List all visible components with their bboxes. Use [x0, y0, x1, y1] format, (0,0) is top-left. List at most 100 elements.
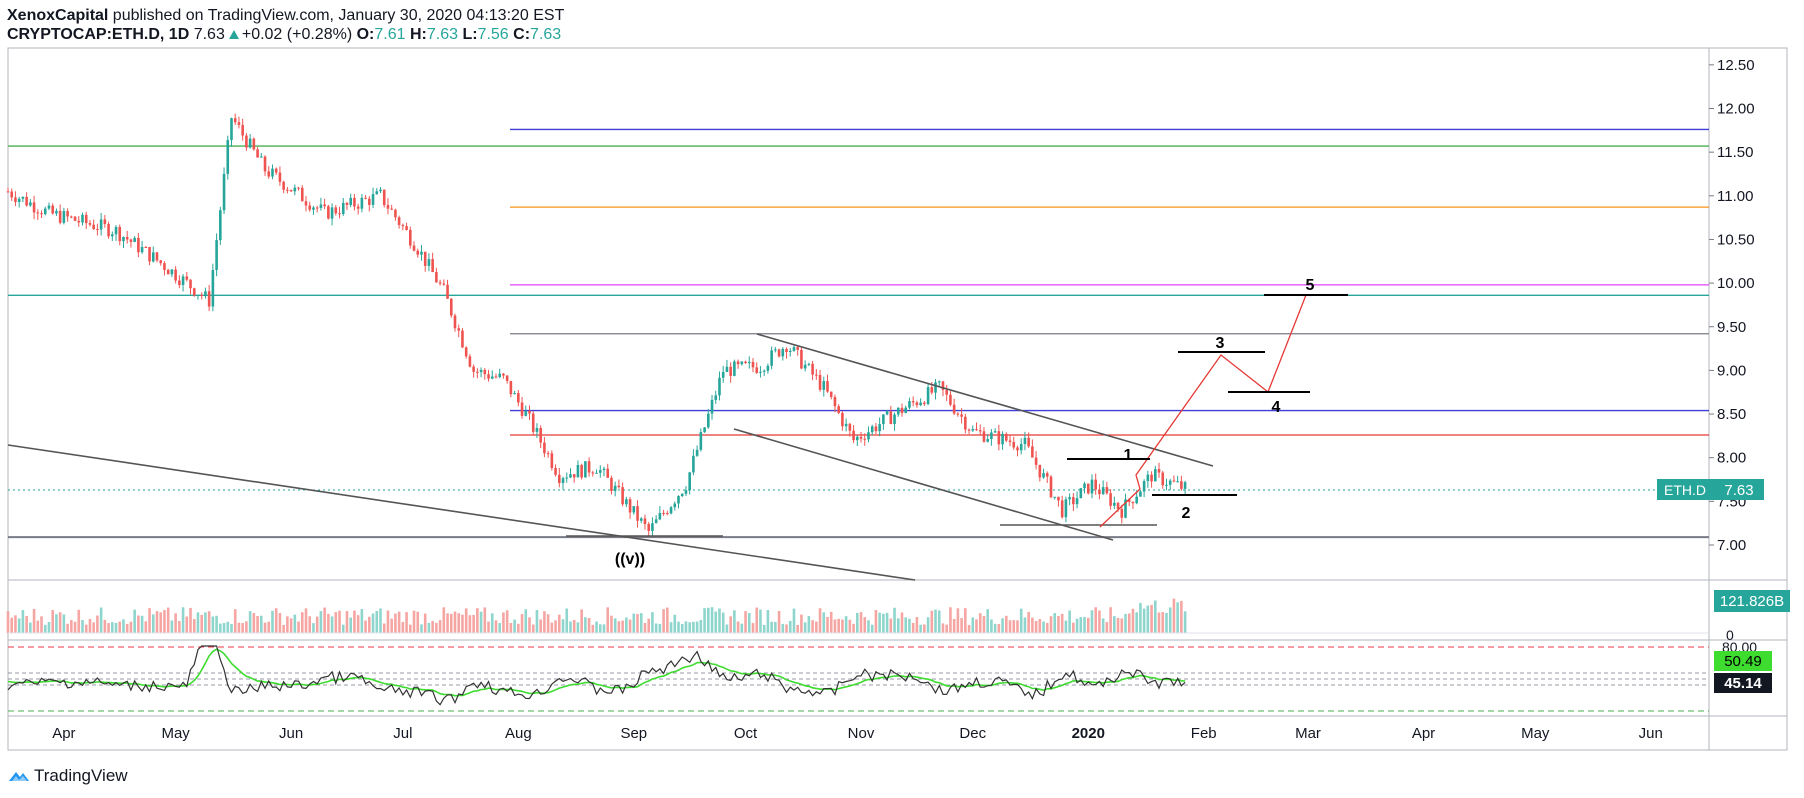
volume-bar — [457, 613, 461, 633]
volume-bar — [1012, 620, 1016, 633]
candle-body — [788, 350, 792, 353]
volume-bar — [111, 622, 114, 633]
volume-bar — [908, 618, 911, 633]
candle-body — [841, 412, 844, 427]
candle-body — [941, 381, 945, 390]
candle-body — [472, 366, 475, 372]
candle-body — [643, 518, 647, 525]
candle-body — [21, 196, 25, 199]
x-tick-label: Nov — [848, 725, 875, 742]
volume-bar — [1057, 615, 1060, 633]
candle-body — [151, 252, 155, 262]
candle-body — [196, 294, 200, 296]
low-label: L: — [462, 26, 478, 43]
volume-bar — [703, 608, 706, 633]
volume-bar — [237, 622, 241, 633]
candle-body — [233, 118, 237, 123]
volume-bar — [863, 617, 867, 633]
volume-bar — [755, 607, 759, 633]
y-tick-label: 9.50 — [1717, 319, 1746, 336]
candle-body — [96, 229, 99, 231]
wave-label: 1 — [1124, 447, 1133, 464]
volume-bar — [602, 624, 606, 633]
volume-bar — [43, 624, 47, 633]
volume-bar — [360, 609, 364, 633]
volume-bar — [975, 619, 978, 633]
candle-body — [647, 524, 650, 531]
candle-body — [256, 149, 259, 158]
volume-bar — [304, 608, 308, 633]
candle-body — [159, 260, 163, 264]
candle-body — [200, 294, 203, 296]
chart-canvas[interactable]: 12.50 12.00 11.50 11.00 10.50 10.00 9.50 9.00 8.… — [0, 0, 1804, 760]
candle-body — [964, 416, 967, 430]
volume-bar — [792, 608, 796, 633]
volume-bar — [453, 611, 457, 633]
volume-bar — [1001, 618, 1004, 633]
candle-body — [479, 369, 483, 373]
candle-body — [584, 461, 587, 478]
candle-body — [438, 282, 442, 284]
volume-bar — [867, 620, 870, 633]
volume-bar — [513, 619, 516, 633]
volume-bar — [185, 616, 189, 633]
candle-body — [535, 428, 539, 432]
volume-bar — [58, 612, 62, 633]
volume-bar — [1101, 618, 1105, 633]
volume-bar — [1049, 616, 1053, 633]
publisher-name[interactable]: XenoxCapital — [7, 7, 109, 24]
candle-body — [222, 173, 226, 211]
candle-body — [25, 196, 28, 206]
candle-body — [133, 237, 136, 242]
volume-bar — [524, 609, 528, 633]
candle-body — [58, 210, 62, 223]
volume-bar — [651, 612, 654, 633]
candle-body — [10, 191, 14, 198]
candle-body — [1031, 446, 1034, 458]
volume-bar — [673, 614, 677, 633]
candle-body — [77, 220, 81, 223]
candle-body — [971, 429, 975, 431]
candle-body — [360, 197, 364, 209]
candle-body — [129, 239, 133, 242]
volume-bar — [345, 611, 349, 633]
y-tick-label: 11.50 — [1717, 144, 1753, 161]
candle-body — [822, 381, 826, 390]
candle-body — [289, 189, 293, 192]
volume-bar — [543, 611, 546, 633]
volume-bar — [282, 624, 285, 633]
x-tick-label: Jun — [1639, 725, 1663, 742]
footer-brand[interactable]: TradingView — [8, 766, 128, 786]
candle-body — [73, 216, 77, 221]
candle-body — [502, 373, 505, 376]
volume-bar — [766, 609, 770, 633]
symbol-name[interactable]: CRYPTOCAP:ETH.D, 1D — [7, 26, 190, 43]
volume-bar — [1079, 617, 1083, 633]
volume-bar — [923, 624, 926, 633]
x-tick-label: Apr — [1412, 725, 1435, 742]
volume-bar — [178, 620, 181, 633]
candle-body — [695, 449, 699, 456]
candle-body — [1012, 442, 1016, 448]
volume-bar — [498, 623, 501, 633]
candle-body — [1131, 501, 1135, 504]
volume-bar — [572, 619, 576, 633]
volume-bar — [930, 610, 934, 633]
candle-body — [565, 477, 569, 479]
candle-body — [114, 226, 118, 235]
volume-bar — [829, 611, 833, 633]
volume-bar — [375, 611, 379, 633]
volume-bar — [73, 621, 77, 633]
volume-bar — [986, 609, 989, 633]
candle-body — [356, 206, 360, 209]
candle-body — [796, 347, 799, 350]
volume-bar — [29, 622, 32, 633]
candle-body — [1098, 489, 1101, 495]
candle-body — [137, 237, 140, 253]
volume-bar — [349, 617, 352, 633]
volume-bar — [941, 623, 945, 633]
volume-bar — [1064, 620, 1068, 633]
volume-bar — [520, 614, 524, 633]
candle-body — [155, 252, 159, 261]
x-tick-label: Jun — [279, 725, 303, 742]
